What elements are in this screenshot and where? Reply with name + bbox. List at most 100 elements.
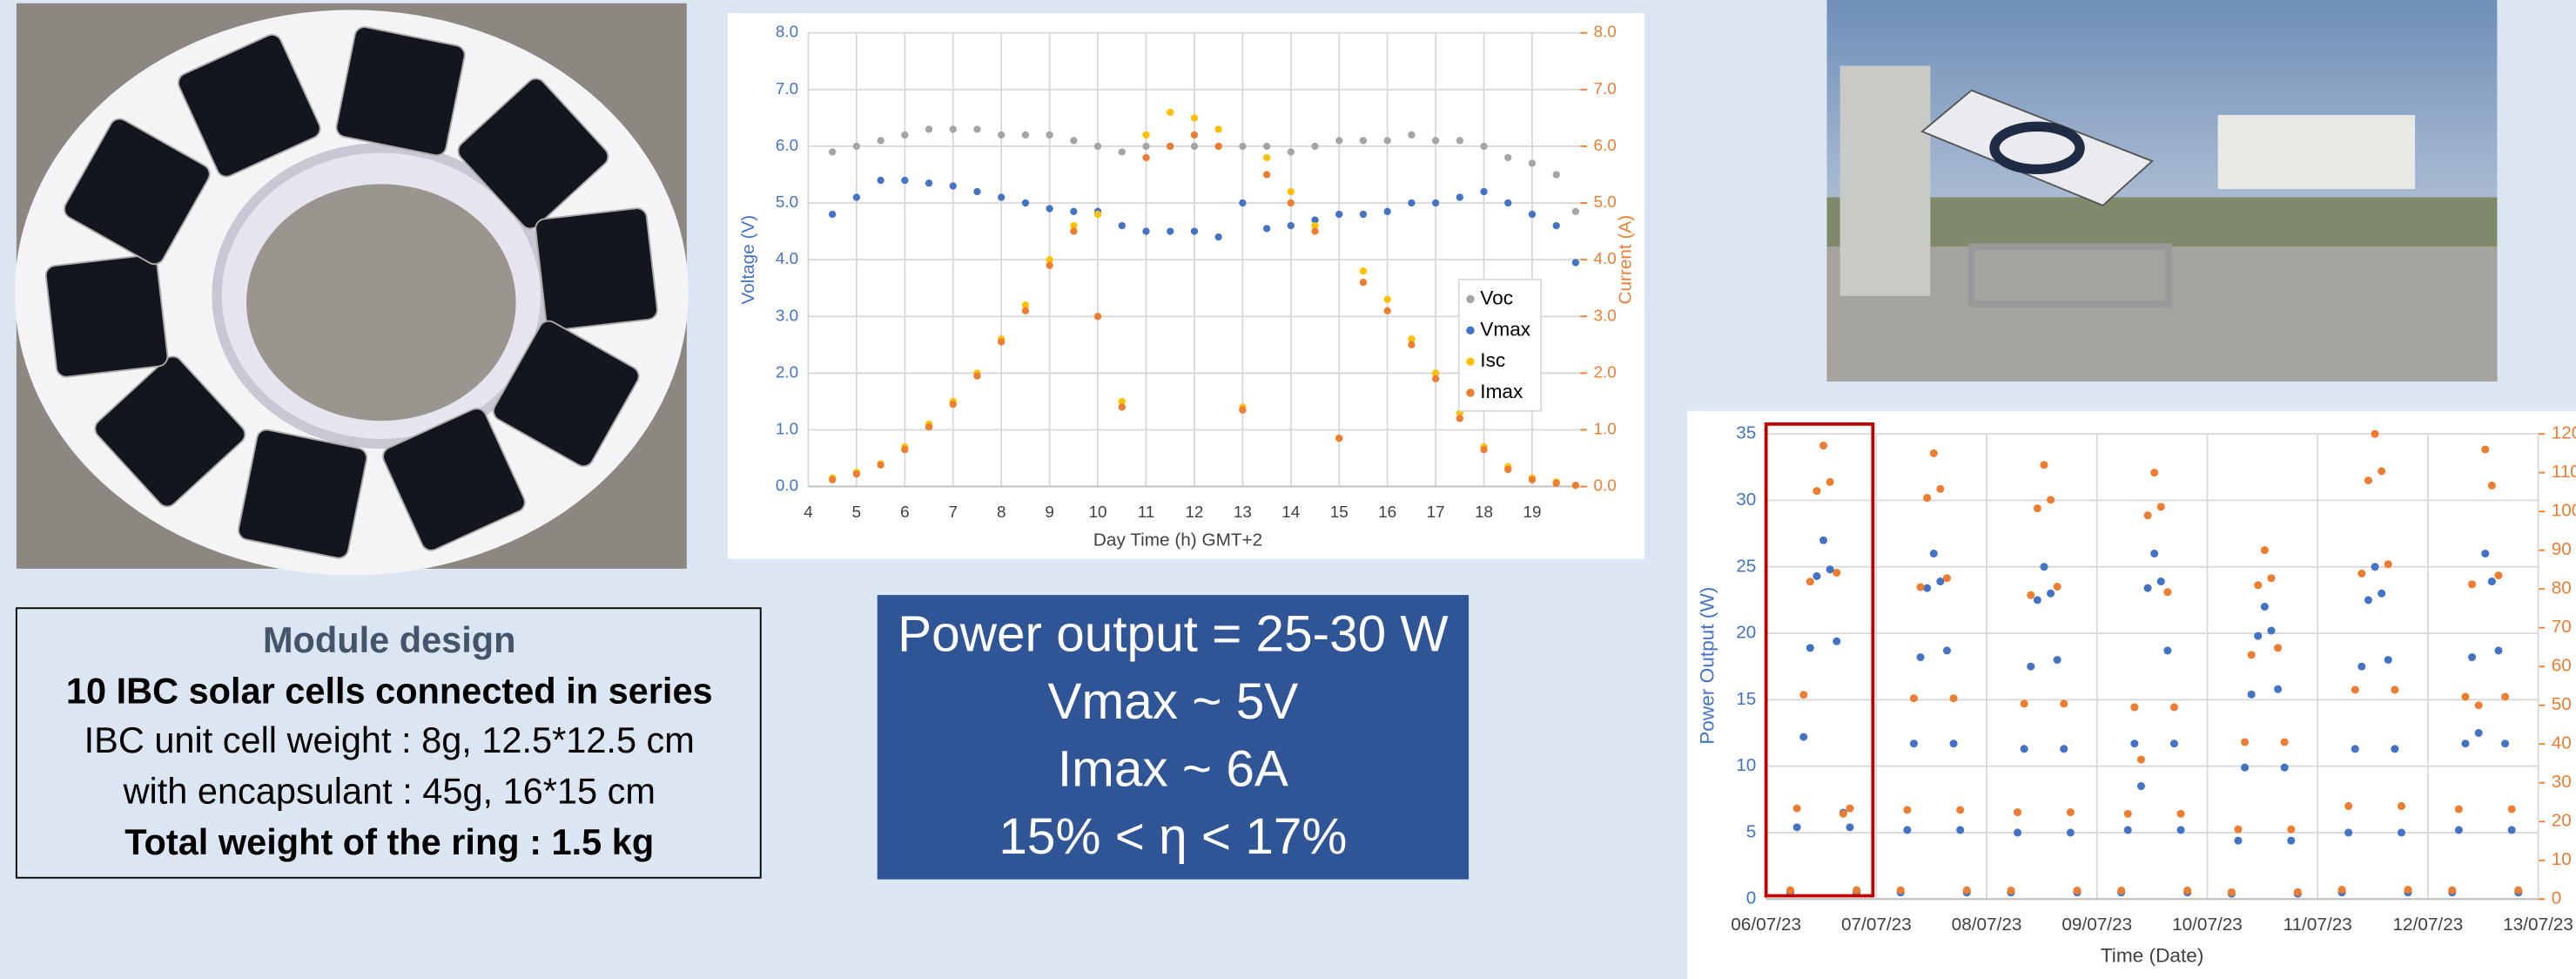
data-point [1480, 187, 1488, 196]
x-tick-label: 7 [949, 503, 958, 521]
data-point [1239, 142, 1247, 151]
data-point [1936, 484, 1945, 493]
data-point [1923, 494, 1932, 503]
data-point [2384, 560, 2392, 569]
legend-label: Isc [1480, 349, 1505, 371]
data-point [2234, 836, 2243, 845]
data-point [2136, 755, 2145, 764]
y2-tick-label: 20 [2552, 811, 2572, 831]
data-point [998, 338, 1006, 346]
legend-label: Vmax [1480, 318, 1531, 340]
solar-cell [238, 429, 368, 559]
data-point [1093, 142, 1102, 151]
data-point [2150, 549, 2159, 558]
data-point [1167, 142, 1174, 151]
data-point [2468, 653, 2477, 662]
data-point [1190, 131, 1199, 139]
data-point [2454, 805, 2463, 814]
data-point [1142, 142, 1150, 151]
y2-tick-label: 110 [2552, 462, 2576, 482]
data-point [2494, 571, 2503, 580]
data-point [1833, 568, 1841, 577]
data-point [2357, 569, 2366, 577]
data-point [1504, 153, 1512, 162]
data-point [1287, 221, 1295, 230]
y2-tick-label: 40 [2552, 733, 2572, 753]
y-tick-label: 25 [1736, 556, 1756, 576]
data-point [1903, 826, 1912, 834]
data-point [1046, 205, 1053, 213]
data-point [2247, 651, 2256, 659]
data-point [829, 148, 837, 156]
data-point [1909, 739, 1918, 748]
x-tick-label: 15 [1330, 503, 1349, 521]
data-point [2254, 581, 2263, 590]
data-point [1070, 207, 1078, 215]
data-point [1021, 199, 1030, 207]
data-point [2123, 826, 2132, 834]
data-point [1190, 227, 1199, 235]
x-tick-label: 17 [1427, 503, 1445, 521]
data-point [1287, 187, 1295, 196]
x-tick-label: 5 [852, 503, 861, 521]
data-point [1262, 225, 1271, 233]
y2-tick-label: 60 [2552, 656, 2572, 676]
data-point [2234, 825, 2243, 834]
y-tick-label: 7.0 [776, 79, 798, 98]
data-point [2280, 763, 2289, 772]
data-point [2163, 646, 2172, 655]
data-point [2007, 886, 2015, 895]
data-point [1118, 148, 1126, 156]
data-point [1239, 199, 1247, 207]
data-point [1456, 415, 1463, 422]
data-point [2130, 739, 2139, 748]
photo-module [14, 3, 689, 576]
y-tick-label: 5.0 [776, 192, 798, 211]
data-point [2014, 808, 2022, 817]
data-point [901, 176, 909, 185]
x-axis-label: Time (Date) [2101, 944, 2204, 966]
data-point [1311, 221, 1319, 230]
data-point [1311, 227, 1319, 235]
data-point [1311, 142, 1319, 151]
solar-cell [44, 253, 169, 378]
y2-tick-label: 5.0 [1594, 192, 1617, 211]
x-tick-label: 6 [900, 503, 910, 521]
data-point [2053, 583, 2061, 591]
data-point [2020, 745, 2028, 753]
data-point [1956, 826, 1965, 834]
data-point [1962, 886, 1971, 895]
y-tick-label: 6.0 [776, 136, 798, 154]
data-point [2384, 656, 2392, 665]
data-point [1504, 465, 1512, 474]
data-point [1383, 307, 1391, 314]
data-point [2468, 580, 2477, 589]
data-point [1070, 227, 1078, 235]
module-design-line: IBC unit cell weight : 8g, 12.5*12.5 cm [84, 719, 695, 760]
data-point [852, 470, 861, 478]
data-point [973, 125, 981, 133]
data-point [1456, 137, 1463, 145]
data-point [2371, 429, 2379, 438]
solar-cell [382, 408, 526, 551]
data-point [2169, 739, 2178, 748]
x-tick-label: 11 [1138, 503, 1155, 521]
summary-line: Imax ~ 6A [1058, 740, 1288, 797]
data-point [2260, 603, 2269, 611]
data-point [1046, 261, 1053, 269]
data-point [2280, 738, 2289, 746]
data-point [1792, 823, 1801, 832]
module-design-box [15, 607, 762, 879]
data-point [925, 423, 933, 431]
data-point [1936, 577, 1945, 586]
data-point [1833, 637, 1841, 645]
data-point [1142, 153, 1150, 162]
summary-line: Power output = 25-30 W [898, 606, 1449, 663]
y-tick-label: 1.0 [776, 419, 798, 437]
data-point [1021, 307, 1030, 314]
data-point [2117, 886, 2126, 895]
data-point [1909, 694, 1918, 703]
data-point [1819, 536, 1828, 544]
x-tick-label: 14 [1281, 503, 1300, 521]
